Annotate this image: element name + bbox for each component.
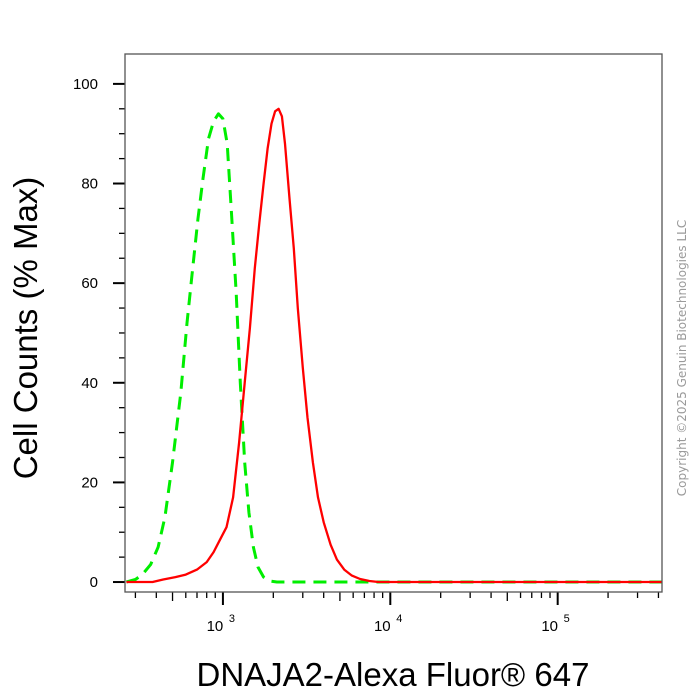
plot-frame [124,53,663,593]
series-line-dashed [125,112,662,584]
x-tick-label-base: 10 [207,618,224,635]
y-tick-label: 20 [81,474,98,491]
x-tick-label-exponent: 5 [564,613,570,625]
y-tick-label: 0 [90,574,98,591]
y-tick-label: 100 [73,76,98,93]
x-axis-title: DNAJA2-Alexa Fluor® 647 [197,656,590,693]
y-tick-label: 80 [81,176,98,193]
x-axis-ticks: 10 3 10 4 10 5 [134,592,660,635]
y-axis-title: Cell Counts (% Max) [7,177,44,480]
x-tick-label-exponent: 4 [396,613,402,625]
x-tick-label-exponent: 3 [229,613,235,625]
copyright-label: Copyright ©2025 Genuin Biotechnologies L… [675,220,689,496]
y-tick-label: 40 [81,375,98,392]
series-line-solid [126,107,662,584]
x-tick-label-base: 10 [541,618,558,635]
series-layer [125,107,662,584]
y-tick-label: 60 [81,275,98,292]
x-tick-label-base: 10 [374,618,391,635]
y-axis-ticks: 0 20 40 60 80 100 [73,76,125,591]
